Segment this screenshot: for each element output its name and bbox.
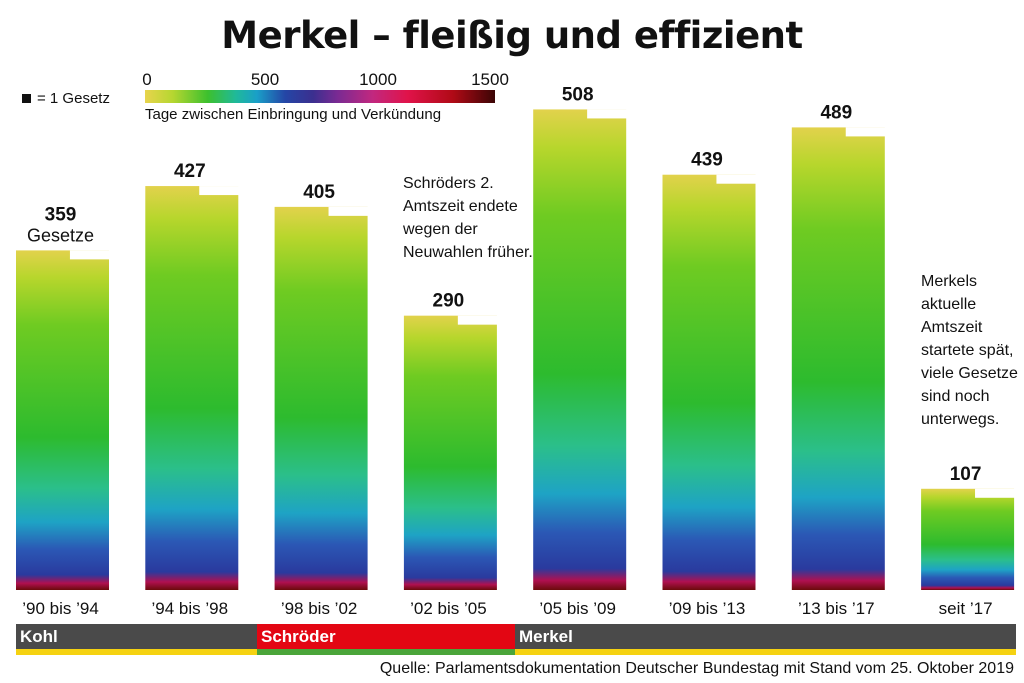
data-label: 439: [691, 150, 723, 171]
data-sublabel: Gesetze: [27, 225, 94, 245]
bar-notch: [975, 488, 1016, 498]
data-label: 489: [820, 102, 852, 123]
color-scale-caption: Tage zwischen Einbringung und Verkündung: [145, 106, 442, 123]
category-label: ’05 bis ’09: [539, 599, 616, 618]
data-label: 107: [950, 464, 982, 485]
category-label: ’09 bis ’13: [669, 599, 746, 618]
category-label: ’02 bis ’05: [410, 599, 487, 618]
bar: [921, 488, 1015, 590]
bar: [791, 127, 885, 590]
bar-notch: [69, 250, 110, 260]
bar: [145, 186, 239, 591]
bar-notch: [587, 109, 628, 119]
data-label: 508: [562, 84, 594, 105]
bar-notch: [457, 315, 498, 325]
scale-tick: 500: [250, 70, 280, 89]
note-merkel: Merkels aktuelle Amtszeit startete spät,…: [921, 273, 1018, 428]
square-icon: [22, 94, 31, 103]
category-label: seit ’17: [939, 599, 993, 618]
party-stripe-schroeder: [257, 649, 515, 655]
bar: [533, 109, 627, 590]
source-note: Quelle: Parlamentsdokumentation Deutsche…: [379, 660, 1014, 677]
data-label: 427: [174, 161, 206, 182]
category-label: ’98 bis ’02: [281, 599, 358, 618]
era-kohl: Kohl: [20, 627, 58, 646]
party-stripe-merkel: [515, 649, 1016, 655]
category-label: ’13 bis ’17: [798, 599, 875, 618]
scale-tick: 0: [142, 70, 152, 89]
color-scale-ticks: 0 500 1000 1500: [142, 70, 509, 90]
era-merkel: Merkel: [519, 627, 573, 646]
chart-title: Merkel – fleißig und effizient: [221, 14, 803, 57]
scale-tick: 1500: [471, 70, 509, 89]
color-scale-bar: [145, 90, 495, 103]
bar: [403, 315, 497, 590]
bar-notch: [199, 186, 240, 196]
legend-unit: = 1 Gesetz: [22, 90, 110, 107]
data-label: 405: [303, 182, 335, 203]
party-stripe-kohl: [16, 649, 257, 655]
era-band: Kohl Schröder Merkel: [16, 624, 1016, 649]
color-scale-legend: 0 500 1000 1500 Tage zwischen Einbringun…: [142, 70, 509, 123]
data-label: 359: [45, 204, 77, 225]
bar: [16, 250, 109, 591]
bar: [662, 174, 756, 590]
scale-tick: 1000: [359, 70, 397, 89]
bar-notch: [328, 206, 369, 216]
category-label: ’94 bis ’98: [152, 599, 229, 618]
category-label: ’90 bis ’94: [22, 599, 99, 618]
note-schroeder: Schröders 2. Amtszeit endete wegen der N…: [403, 175, 533, 261]
bar-notch: [716, 174, 757, 184]
data-label: 290: [433, 291, 465, 312]
legend-unit-label: = 1 Gesetz: [37, 90, 110, 107]
bar: [274, 206, 368, 590]
bar-notch: [845, 127, 886, 137]
era-schroeder: Schröder: [257, 624, 515, 649]
